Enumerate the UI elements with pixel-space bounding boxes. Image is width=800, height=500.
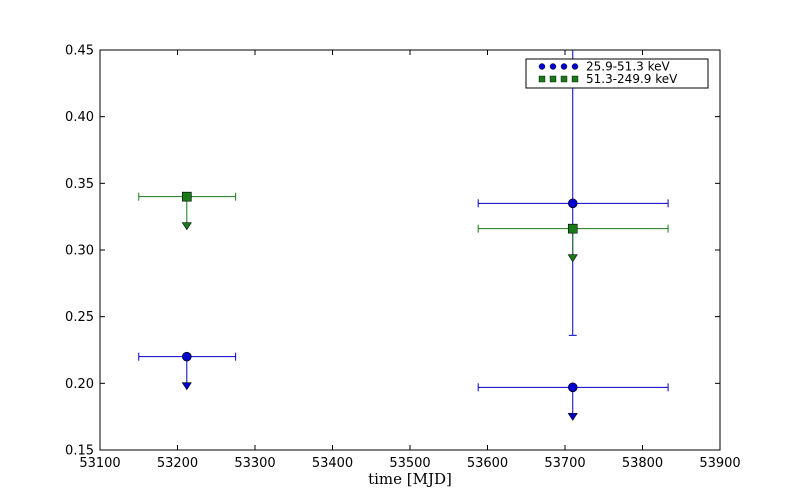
legend-box bbox=[525, 58, 709, 89]
x-tick-label: 53700 bbox=[544, 456, 585, 471]
x-tick-label: 53100 bbox=[79, 456, 120, 471]
data-point bbox=[477, 223, 669, 263]
legend-marker bbox=[549, 75, 557, 83]
y-tick-label: 0.45 bbox=[65, 44, 94, 59]
data-point bbox=[138, 351, 237, 391]
data-point bbox=[477, 50, 669, 336]
point-marker bbox=[567, 382, 578, 393]
plot-frame bbox=[99, 49, 721, 451]
legend-entry: 25.9-51.3 keV bbox=[538, 60, 670, 74]
y-tick-label: 0.40 bbox=[65, 110, 94, 125]
legend-marker bbox=[571, 75, 579, 83]
legend-marker bbox=[538, 63, 546, 70]
x-tick-label: 53800 bbox=[622, 456, 663, 471]
y-tick-label: 0.15 bbox=[65, 444, 94, 459]
y-tick-label: 0.25 bbox=[65, 310, 94, 325]
legend-entry: 51.3-249.9 keV bbox=[538, 72, 678, 86]
data-point bbox=[138, 191, 237, 231]
legend-marker bbox=[549, 63, 557, 70]
data-marks bbox=[138, 50, 669, 421]
x-tick-label: 53900 bbox=[699, 456, 740, 471]
legend-marker bbox=[560, 63, 568, 70]
data-point bbox=[477, 382, 669, 421]
y-tick-label: 0.30 bbox=[65, 244, 94, 259]
upper-limit-arrow bbox=[567, 254, 578, 263]
axis-ticks: 53100 53200 53300 53400 53500 53600 53700 53800… bbox=[65, 44, 741, 472]
point-marker bbox=[567, 223, 578, 234]
y-tick-label: 0.20 bbox=[65, 377, 94, 392]
series-1 bbox=[138, 50, 669, 421]
x-tick-label: 53400 bbox=[312, 456, 353, 471]
x-axis-label: time [MJD] bbox=[368, 470, 452, 488]
x-tick-label: 53600 bbox=[467, 456, 508, 471]
upper-limit-arrow bbox=[181, 382, 192, 391]
point-marker bbox=[182, 351, 192, 362]
legend-label: 25.9-51.3 keV bbox=[586, 60, 670, 74]
x-tick-label: 53300 bbox=[234, 456, 275, 471]
legend-label: 51.3-249.9 keV bbox=[586, 72, 678, 86]
upper-limit-arrow bbox=[567, 413, 578, 421]
x-tick-label: 53500 bbox=[389, 456, 430, 471]
x-tick-label: 53200 bbox=[157, 456, 198, 471]
upper-limit-arrow bbox=[181, 222, 192, 231]
point-marker bbox=[182, 191, 192, 202]
legend-marker bbox=[560, 75, 568, 83]
y-tick-label: 0.35 bbox=[65, 177, 94, 192]
legend-marker bbox=[571, 63, 579, 70]
series-2 bbox=[138, 191, 669, 263]
point-marker bbox=[567, 198, 578, 209]
legend-marker bbox=[538, 75, 546, 83]
